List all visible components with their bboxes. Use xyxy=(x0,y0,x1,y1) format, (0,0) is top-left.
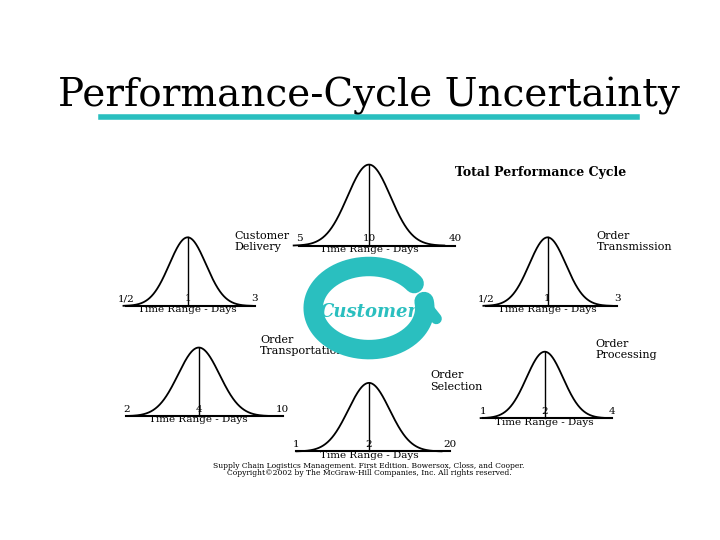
Text: 1/2: 1/2 xyxy=(118,294,135,303)
Text: 1: 1 xyxy=(184,294,191,303)
Text: 3: 3 xyxy=(614,294,621,303)
Text: 2: 2 xyxy=(366,440,372,449)
Text: Customer: Customer xyxy=(320,303,418,321)
Text: Order
Transportation: Order Transportation xyxy=(260,335,345,356)
Text: Performance-Cycle Uncertainty: Performance-Cycle Uncertainty xyxy=(58,77,680,115)
Text: 1: 1 xyxy=(293,440,300,449)
Text: Time Range - Days: Time Range - Days xyxy=(150,415,248,424)
Text: Supply Chain Logistics Management. First Edition. Bowersox, Closs, and Cooper.: Supply Chain Logistics Management. First… xyxy=(213,462,525,470)
Text: Customer
Delivery: Customer Delivery xyxy=(234,231,289,252)
Text: 2: 2 xyxy=(541,407,548,416)
Text: Copyright©2002 by The McGraw-Hill Companies, Inc. All rights reserved.: Copyright©2002 by The McGraw-Hill Compan… xyxy=(227,469,511,477)
Text: Order
Transmission: Order Transmission xyxy=(597,231,672,252)
Text: 2: 2 xyxy=(123,404,130,414)
Text: 3: 3 xyxy=(251,294,258,303)
Text: Time Range - Days: Time Range - Days xyxy=(320,451,418,460)
Text: Order
Processing: Order Processing xyxy=(595,339,657,360)
Text: 1/2: 1/2 xyxy=(478,294,495,303)
Text: 20: 20 xyxy=(444,440,456,449)
Text: 1: 1 xyxy=(480,407,487,416)
Text: 4: 4 xyxy=(196,404,202,414)
Text: Time Range - Days: Time Range - Days xyxy=(498,305,597,314)
Text: Total Performance Cycle: Total Performance Cycle xyxy=(456,166,626,179)
Text: Order
Selection: Order Selection xyxy=(431,370,482,392)
Text: Time Range - Days: Time Range - Days xyxy=(138,305,237,314)
Text: 10: 10 xyxy=(276,404,289,414)
Text: 10: 10 xyxy=(362,234,376,243)
Text: 5: 5 xyxy=(296,234,302,243)
Text: Time Range - Days: Time Range - Days xyxy=(495,417,594,427)
Text: Time Range - Days: Time Range - Days xyxy=(320,245,418,254)
Text: 4: 4 xyxy=(608,407,615,416)
Text: 40: 40 xyxy=(449,234,462,243)
Text: 1: 1 xyxy=(544,294,551,303)
